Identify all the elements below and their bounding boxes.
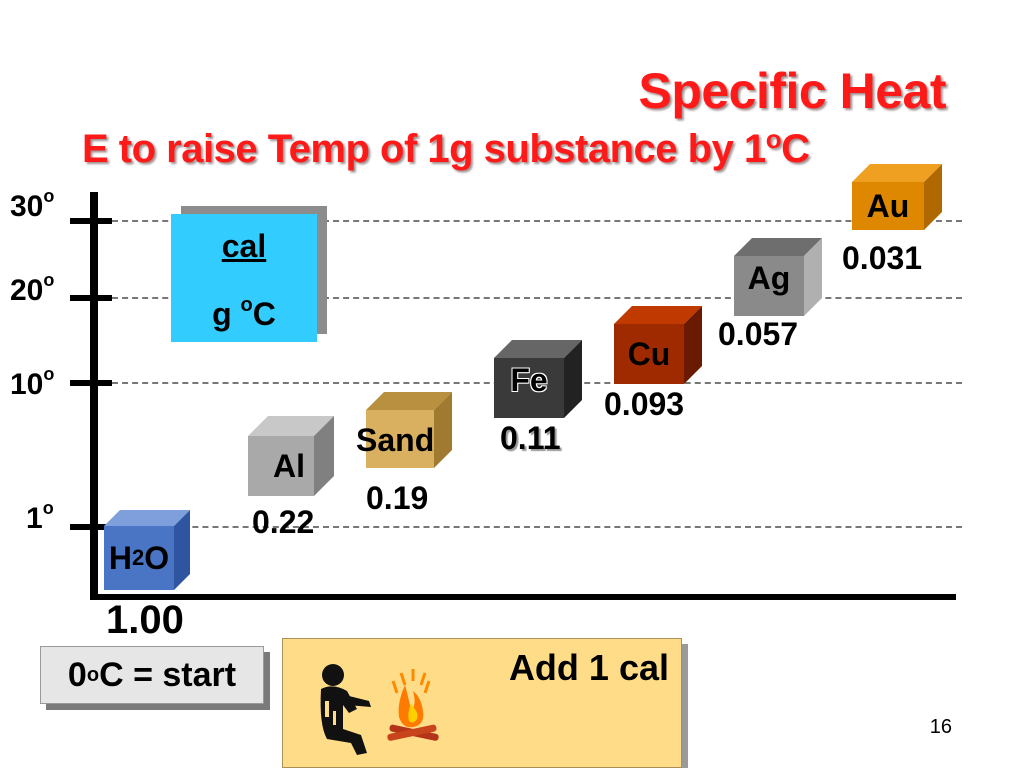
cube-sand [366, 392, 452, 468]
slide-subtitle: E to raise Temp of 1g substance by 1oC [82, 124, 810, 172]
add-cal-box: Add 1 cal [282, 638, 682, 768]
value-cu: 0.093 [604, 386, 685, 422]
cube-label-fe: Fe [510, 362, 548, 398]
subtitle-text: E to raise Temp of 1g substance by 1 [82, 127, 766, 171]
y-label-10: 10o [10, 364, 55, 401]
y-label-20: 20o [10, 270, 55, 307]
cube-label-au: Au [866, 187, 910, 224]
cube-label-al: Al [273, 447, 305, 484]
cube-al: Al [248, 416, 334, 496]
value-al: 0.22 [252, 504, 315, 540]
y-label-30: 30o [10, 186, 55, 223]
subtitle-degree: o [765, 124, 782, 154]
cube-label-ag: Ag [747, 260, 791, 296]
person-campfire-icon [320, 664, 439, 755]
x-axis-line [90, 594, 956, 600]
gridline-30 [112, 220, 962, 222]
y-label-1: 1o [26, 498, 54, 535]
value-fe: 0.11 [500, 420, 561, 456]
gridline-1 [112, 526, 962, 528]
cube-au: Au [852, 164, 942, 230]
y-axis-line [90, 192, 98, 598]
unit-denominator: g oC [212, 294, 276, 332]
cube-cu: Cu [614, 306, 702, 384]
cube-ag: Ag [734, 238, 822, 316]
value-sand: 0.19 [366, 480, 429, 516]
unit-box: cal g oC [171, 214, 317, 342]
value-h2o: 1.00 [106, 598, 184, 642]
page-number: 16 [929, 716, 952, 738]
subtitle-unit: C [781, 127, 810, 171]
cube-label-cu: Cu [627, 335, 671, 372]
unit-numerator: cal [221, 228, 267, 264]
cube-fe: Fe [494, 340, 582, 418]
value-ag: 0.057 [718, 316, 799, 352]
cube-label-sand: Sand [356, 422, 435, 458]
slide-title: Specific Heat [638, 63, 946, 119]
y-tick-30 [70, 218, 112, 224]
value-au: 0.031 [842, 240, 923, 276]
y-tick-10 [70, 380, 112, 386]
y-tick-1 [70, 524, 112, 530]
y-tick-20 [70, 295, 112, 301]
add-cal-label: Add 1 cal [508, 647, 669, 688]
gridline-20 [112, 297, 962, 299]
